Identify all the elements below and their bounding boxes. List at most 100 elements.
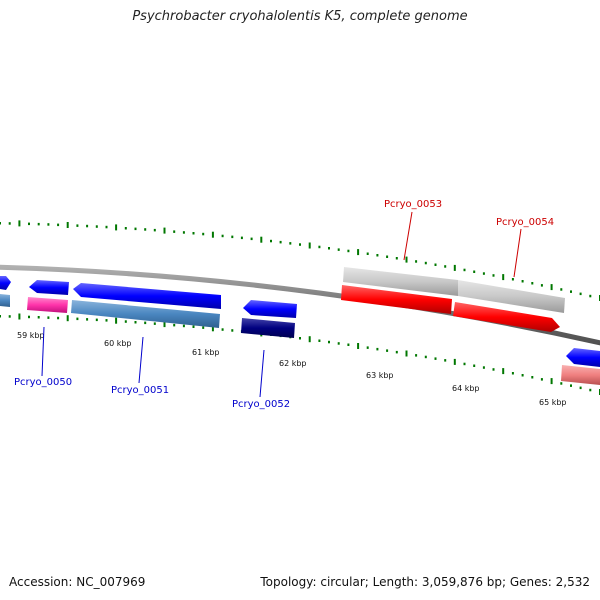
minor-tick [231,235,234,239]
minor-tick [28,222,30,226]
minor-tick [511,278,514,281]
major-tick [357,249,360,256]
minor-tick [318,245,321,249]
gene-label-pcryo-0054[interactable]: Pcryo_0054 [496,217,554,228]
minor-tick [270,239,272,243]
minor-tick [540,378,543,381]
minor-tick [144,228,147,231]
gene-label-pcryo-0050[interactable]: Pcryo_0050 [14,377,72,388]
minor-tick [434,357,437,360]
minor-tick [192,325,195,328]
forward-strand-features [0,267,600,367]
minor-tick [589,388,592,392]
gene-arrow[interactable] [73,283,221,309]
minor-tick [134,321,137,324]
minor-tick [124,320,127,323]
scale-label: 61 kbp [192,348,220,357]
minor-tick [57,316,60,320]
minor-tick [531,282,534,285]
minor-tick [76,317,79,321]
minor-tick [182,324,185,328]
major-tick [66,222,69,228]
gene-label-pcryo-0051[interactable]: Pcryo_0051 [111,385,169,396]
minor-tick [299,243,301,246]
feature-block[interactable] [0,294,10,307]
minor-tick [473,364,476,367]
minor-tick [531,376,534,379]
major-tick [211,231,214,238]
scale-label: 63 kbp [366,371,394,380]
gene-label-pcryo-0052[interactable]: Pcryo_0052 [232,399,290,410]
minor-tick [153,228,156,232]
gene-label-pcryo-0053[interactable]: Pcryo_0053 [384,199,442,210]
minor-tick [570,384,572,387]
callout-line [513,228,522,278]
minor-tick [57,223,60,227]
minor-tick [28,315,30,319]
minor-tick [95,225,98,228]
callout-line [41,326,45,377]
major-tick [453,264,456,271]
minor-tick [521,374,524,377]
minor-tick [202,232,205,236]
scale-labels: 59 kbp 60 kbp 61 kbp 62 kbp 63 kbp 64 kb… [17,331,567,407]
gene-arrow-gray[interactable] [343,267,458,296]
major-tick [405,256,408,263]
minor-tick [37,316,40,319]
upper-tick-track [0,220,600,301]
minor-tick [434,263,437,266]
gene-arrow-gray[interactable] [458,280,565,313]
minor-tick [47,316,50,319]
minor-tick [279,240,282,244]
minor-tick [463,268,466,272]
minor-tick [337,342,340,345]
minor-tick [173,323,176,327]
minor-tick [347,343,350,346]
minor-tick [395,257,398,260]
minor-tick [386,255,389,258]
major-tick [502,368,505,375]
minor-tick [589,294,592,298]
feature-block[interactable] [561,365,600,385]
minor-tick [0,222,1,225]
gene-arrow[interactable] [29,280,69,295]
minor-tick [521,280,524,283]
minor-tick [347,249,350,253]
minor-tick [386,349,389,352]
minor-tick [299,337,301,340]
minor-tick [289,242,292,245]
minor-tick [221,328,224,331]
minor-tick [560,382,563,385]
gene-arrow[interactable] [243,300,297,318]
minor-tick [366,346,369,349]
minor-tick [395,350,398,354]
minor-tick [328,247,330,250]
minor-tick [540,284,543,287]
callout-line [138,336,144,384]
minor-tick [105,225,108,229]
gene-arrow[interactable] [0,276,11,290]
minor-tick [579,386,582,390]
feature-block[interactable] [71,300,220,328]
gene-arrow[interactable] [566,348,600,367]
minor-tick [37,222,40,226]
minor-tick [492,274,495,277]
callout-line [259,349,265,398]
major-tick [163,321,166,328]
major-tick [550,284,553,291]
minor-tick [424,261,427,265]
reverse-strand-features [0,285,600,385]
gene-arrow[interactable] [453,302,560,332]
feature-block[interactable] [27,297,68,313]
minor-tick [570,290,572,293]
minor-tick [463,362,466,366]
minor-tick [560,288,563,291]
major-tick [115,224,118,231]
minor-tick [240,236,243,240]
minor-tick [444,265,447,268]
minor-tick [144,321,147,325]
major-tick [308,336,311,343]
feature-block[interactable] [241,318,295,338]
minor-tick [328,340,330,344]
gene-arrow[interactable] [341,285,452,314]
